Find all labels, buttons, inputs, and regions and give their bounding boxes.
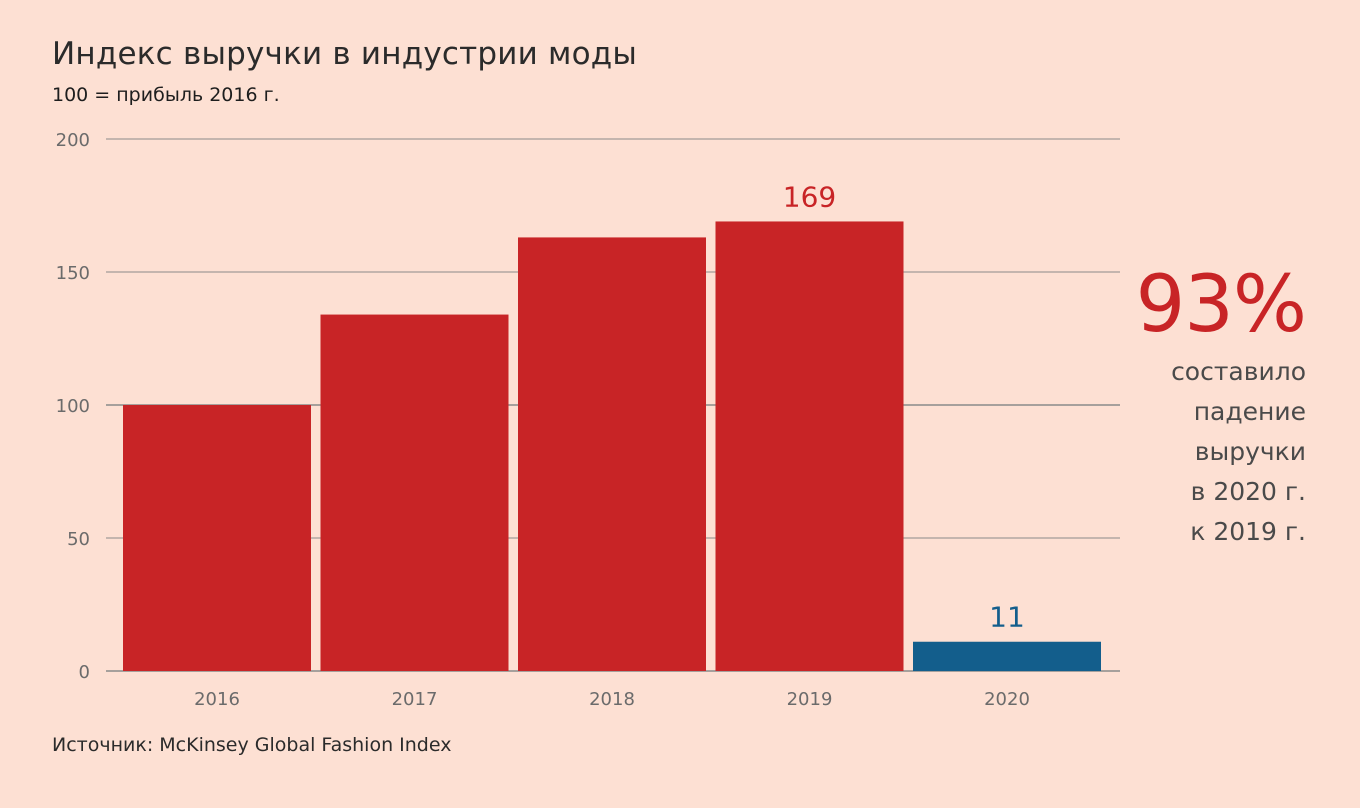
callout-line: составило xyxy=(1171,357,1306,386)
x-tick-label: 2017 xyxy=(392,689,438,710)
callout-value: 93% xyxy=(1135,260,1307,350)
data-label: 11 xyxy=(989,601,1025,634)
x-tick-label: 2018 xyxy=(589,689,635,710)
x-tick-label: 2019 xyxy=(787,689,833,710)
bar-2020 xyxy=(913,641,1101,671)
callout-line: падение xyxy=(1193,397,1306,426)
y-tick-label: 0 xyxy=(79,662,90,683)
source-note: Источник: McKinsey Global Fashion Index xyxy=(52,734,452,756)
callout-line: к 2019 г. xyxy=(1190,517,1306,546)
x-tick-label: 2016 xyxy=(194,689,240,710)
bar-2017 xyxy=(320,314,509,671)
bar-2019 xyxy=(715,221,904,671)
y-tick-label: 150 xyxy=(56,263,90,284)
x-tick-label: 2020 xyxy=(984,689,1030,710)
callout-text: составило падение выручки в 2020 г. к 20… xyxy=(1086,352,1306,552)
chart-title: Индекс выручки в индустрии моды xyxy=(52,36,638,72)
y-tick-label: 50 xyxy=(67,529,90,550)
y-tick-label: 200 xyxy=(56,130,90,151)
callout-line: в 2020 г. xyxy=(1190,477,1306,506)
bar-2018 xyxy=(518,237,706,672)
bar-2016 xyxy=(123,405,311,671)
callout-line: выручки xyxy=(1194,437,1306,466)
data-label: 169 xyxy=(783,180,836,213)
y-tick-label: 100 xyxy=(56,396,90,417)
chart-subtitle: 100 = прибыль 2016 г. xyxy=(52,84,280,106)
callout: 93% составило падение выручки в 2020 г. … xyxy=(1086,260,1307,552)
